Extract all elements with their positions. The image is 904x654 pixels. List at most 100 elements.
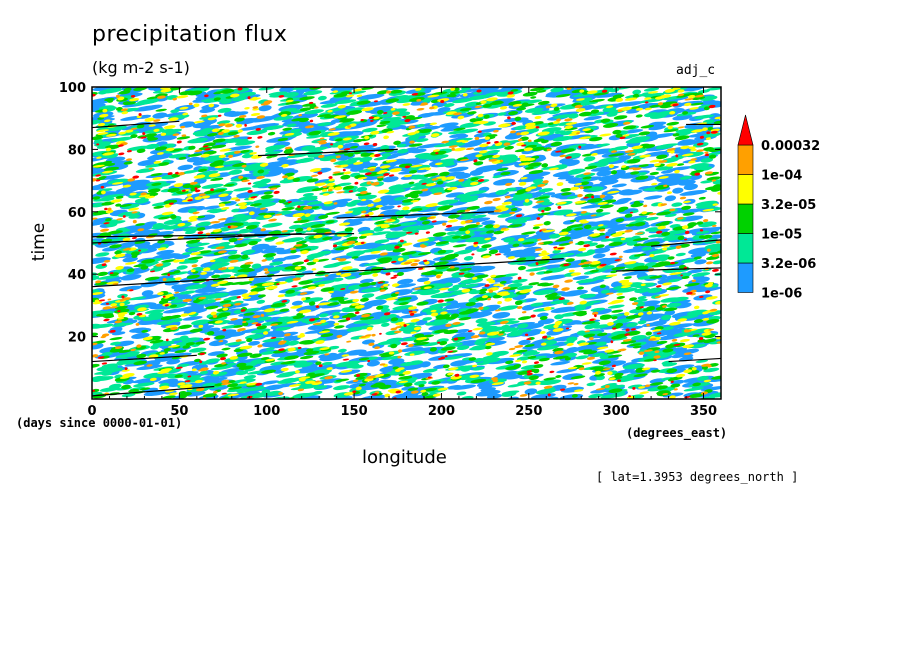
precip-cell: [178, 324, 192, 330]
precip-cell: [95, 252, 110, 257]
precip-cell: [626, 109, 640, 114]
precip-cell: [465, 147, 475, 151]
precip-cell: [397, 158, 419, 164]
precip-cell: [666, 121, 680, 126]
precip-cell: [556, 182, 564, 187]
precip-cell: [397, 205, 401, 208]
precip-cell: [269, 363, 289, 369]
precip-cell: [118, 152, 125, 156]
precip-cell: [679, 189, 708, 196]
precip-cell: [537, 212, 551, 216]
precip-cell: [176, 265, 188, 270]
precip-cell: [682, 106, 709, 114]
precip-cell: [356, 93, 385, 100]
precip-cell: [518, 265, 526, 271]
precip-cell: [592, 253, 606, 259]
precip-cell: [266, 168, 295, 174]
precip-cell: [481, 220, 496, 226]
precip-cell: [372, 273, 379, 277]
precip-cell: [401, 394, 419, 399]
precip-cell: [199, 375, 220, 381]
precip-cell: [514, 345, 524, 348]
precip-cell: [104, 207, 108, 211]
precip-cell: [208, 339, 228, 347]
precip-cell: [315, 364, 341, 371]
precip-cell: [607, 304, 625, 309]
precip-cell: [698, 196, 706, 200]
precip-cell: [340, 174, 351, 180]
precip-cell: [317, 95, 327, 101]
precip-cell: [248, 340, 260, 346]
precip-cell: [545, 93, 563, 98]
y-axis-units: (days since 0000-01-01): [16, 416, 183, 430]
precip-cell: [247, 182, 252, 185]
precip-cell: [176, 95, 189, 99]
precip-cell: [559, 393, 584, 399]
precip-cell: [397, 278, 414, 285]
precip-cell: [120, 274, 142, 281]
precip-cell: [354, 311, 360, 315]
precip-cell: [358, 101, 386, 108]
precip-cell: [158, 378, 179, 384]
precip-cell: [244, 107, 250, 110]
precip-cell: [495, 161, 519, 167]
precip-cell: [455, 172, 471, 180]
precip-cell: [354, 181, 359, 185]
precip-cell: [567, 382, 575, 385]
precip-cell: [549, 370, 555, 374]
precip-cell: [452, 384, 476, 390]
precip-cell: [472, 138, 491, 144]
precip-cell: [261, 247, 285, 254]
precip-cell: [443, 304, 465, 310]
precip-cell: [583, 116, 602, 121]
precip-cell: [484, 200, 493, 205]
precip-cell: [258, 105, 272, 112]
precip-cell: [366, 360, 380, 367]
precip-cell: [456, 391, 467, 396]
precip-cell: [664, 195, 677, 202]
precip-cell: [521, 311, 527, 314]
precip-cell: [670, 379, 685, 385]
precip-cell: [475, 389, 501, 397]
precip-cell: [561, 159, 580, 166]
precip-cell: [495, 375, 510, 380]
precip-cell: [354, 254, 381, 261]
precip-cell: [492, 197, 501, 202]
precip-cell: [330, 198, 353, 204]
precip-cell: [131, 332, 150, 339]
precip-cell: [599, 133, 612, 137]
precip-cell: [177, 164, 194, 171]
precip-cell: [351, 218, 365, 223]
precip-cell: [109, 337, 123, 341]
precip-cell: [556, 368, 578, 374]
precip-cell: [561, 287, 570, 291]
precip-cell: [706, 261, 714, 265]
precip-cell: [264, 161, 282, 169]
x-tick-label: 300: [603, 404, 630, 419]
precip-cell: [92, 87, 121, 91]
precip-cell: [310, 277, 338, 284]
precip-cell: [255, 145, 260, 148]
precip-cell: [191, 264, 198, 268]
precip-cell: [210, 329, 237, 337]
precip-cell: [416, 143, 445, 149]
precip-cell: [676, 348, 700, 355]
precip-cell: [325, 211, 340, 216]
precip-cell: [444, 225, 465, 232]
precip-cell: [346, 340, 352, 343]
precip-cell: [498, 248, 512, 254]
precip-cell: [343, 221, 363, 227]
precip-cell: [446, 385, 462, 390]
precip-cell: [92, 342, 104, 350]
precip-cell: [671, 353, 687, 359]
precip-cell: [390, 276, 397, 279]
precip-cell: [92, 363, 100, 368]
precip-cell: [447, 219, 459, 223]
precip-cell: [596, 208, 604, 213]
precip-cell: [518, 339, 531, 346]
precip-cell: [257, 136, 263, 139]
precip-cell: [611, 309, 624, 313]
precip-cell: [233, 206, 256, 213]
precip-cell: [115, 187, 136, 194]
x-axis-label: longitude: [362, 447, 447, 468]
